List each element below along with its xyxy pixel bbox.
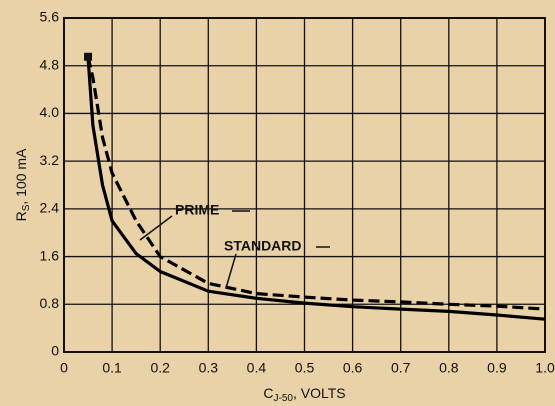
x-tick-label: 1.0: [535, 360, 555, 376]
x-tick-label: 0.5: [295, 360, 315, 376]
axis-label-main: R: [13, 211, 29, 221]
y-tick-label: 0.8: [40, 295, 60, 311]
x-tick-label: 0.3: [199, 360, 219, 376]
axis-label-main: C: [263, 385, 273, 401]
x-tick-label: 0: [60, 360, 68, 376]
x-tick-label: 0.1: [102, 360, 122, 376]
series-line: [86, 56, 546, 321]
annotation: STANDARD: [224, 238, 302, 254]
x-tick-label: 0.6: [343, 360, 363, 376]
x-tick-label: 0.4: [247, 360, 267, 376]
x-tick-label: 0.9: [487, 360, 507, 376]
y-tick-label: 1.6: [40, 247, 60, 263]
leader-line: [225, 253, 237, 289]
plot-frame: [63, 17, 546, 353]
y-tick-label: 3.2: [40, 152, 60, 168]
axis-label-rest: , VOLTS: [293, 385, 346, 401]
leader-line: [139, 215, 173, 241]
x-axis-label: CJ-50, VOLTS: [263, 385, 345, 404]
y-tick-label: 2.4: [40, 200, 60, 216]
series-line: [86, 56, 546, 311]
y-tick-label: 0: [51, 343, 59, 359]
axis-label-rest: , 100 mA: [13, 148, 29, 205]
axis-label-sub: J-50: [274, 393, 294, 404]
x-tick-label: 0.2: [150, 360, 170, 376]
y-tick-label: 5.6: [40, 9, 60, 25]
x-tick-label: 0.8: [439, 360, 459, 376]
x-tick-label: 0.7: [391, 360, 411, 376]
annotation: PRIME: [175, 202, 219, 218]
y-tick-label: 4.0: [40, 104, 60, 120]
axis-label-sub: S: [21, 204, 32, 211]
y-tick-label: 4.8: [40, 56, 60, 72]
start-marker: [84, 52, 93, 61]
y-axis-label: RS, 100 mA: [13, 148, 32, 221]
